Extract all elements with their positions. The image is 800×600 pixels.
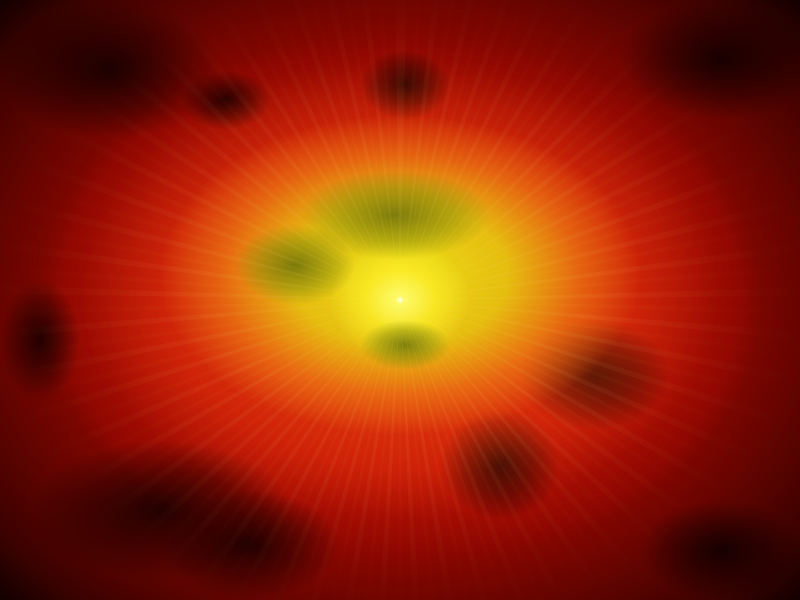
center-flare: [396, 296, 404, 304]
